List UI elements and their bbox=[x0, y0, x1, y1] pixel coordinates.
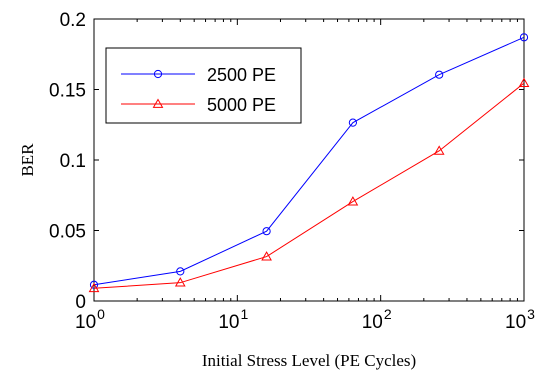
legend-label: 5000 PE bbox=[207, 95, 276, 115]
x-tick-exponent: 1 bbox=[241, 306, 249, 322]
y-axis-label: BER bbox=[18, 143, 37, 177]
x-axis-label: Initial Stress Level (PE Cycles) bbox=[202, 351, 416, 370]
triangle-marker bbox=[174, 277, 186, 287]
y-tick-label: 0.15 bbox=[49, 81, 86, 102]
series-1 bbox=[89, 33, 529, 289]
legend-box bbox=[105, 47, 302, 124]
circle-marker bbox=[262, 227, 271, 236]
x-tick-label: 103 bbox=[505, 306, 535, 333]
circle-marker bbox=[348, 118, 357, 127]
x-tick-exponent: 2 bbox=[384, 306, 392, 322]
circle-marker bbox=[435, 70, 444, 79]
triangle-marker bbox=[261, 251, 272, 261]
y-tick-label: 0.05 bbox=[49, 222, 86, 243]
series-line bbox=[93, 82, 525, 289]
y-tick-label: 0 bbox=[75, 292, 86, 313]
triangle-marker bbox=[152, 98, 164, 108]
circle-marker bbox=[176, 267, 185, 276]
circle-marker bbox=[519, 33, 529, 42]
x-tick-label: 101 bbox=[218, 306, 248, 333]
series-line bbox=[93, 36, 525, 286]
y-tick-label: 0.1 bbox=[60, 151, 86, 172]
circle-marker bbox=[89, 280, 99, 289]
circle-marker bbox=[153, 69, 163, 79]
triangle-marker bbox=[88, 282, 100, 293]
triangle-marker bbox=[347, 196, 359, 206]
x-tick-exponent: 0 bbox=[97, 306, 105, 322]
x-tick-exponent: 3 bbox=[527, 306, 535, 322]
x-tick-label: 102 bbox=[362, 306, 392, 333]
series-layer bbox=[88, 33, 530, 293]
legend: 2500 PE 5000 PE bbox=[105, 47, 302, 124]
y-tick-label: 0.2 bbox=[60, 10, 86, 31]
triangle-marker bbox=[433, 145, 445, 155]
series-2 bbox=[88, 77, 530, 293]
triangle-marker bbox=[518, 77, 530, 88]
legend-label: 2500 PE bbox=[207, 65, 276, 85]
